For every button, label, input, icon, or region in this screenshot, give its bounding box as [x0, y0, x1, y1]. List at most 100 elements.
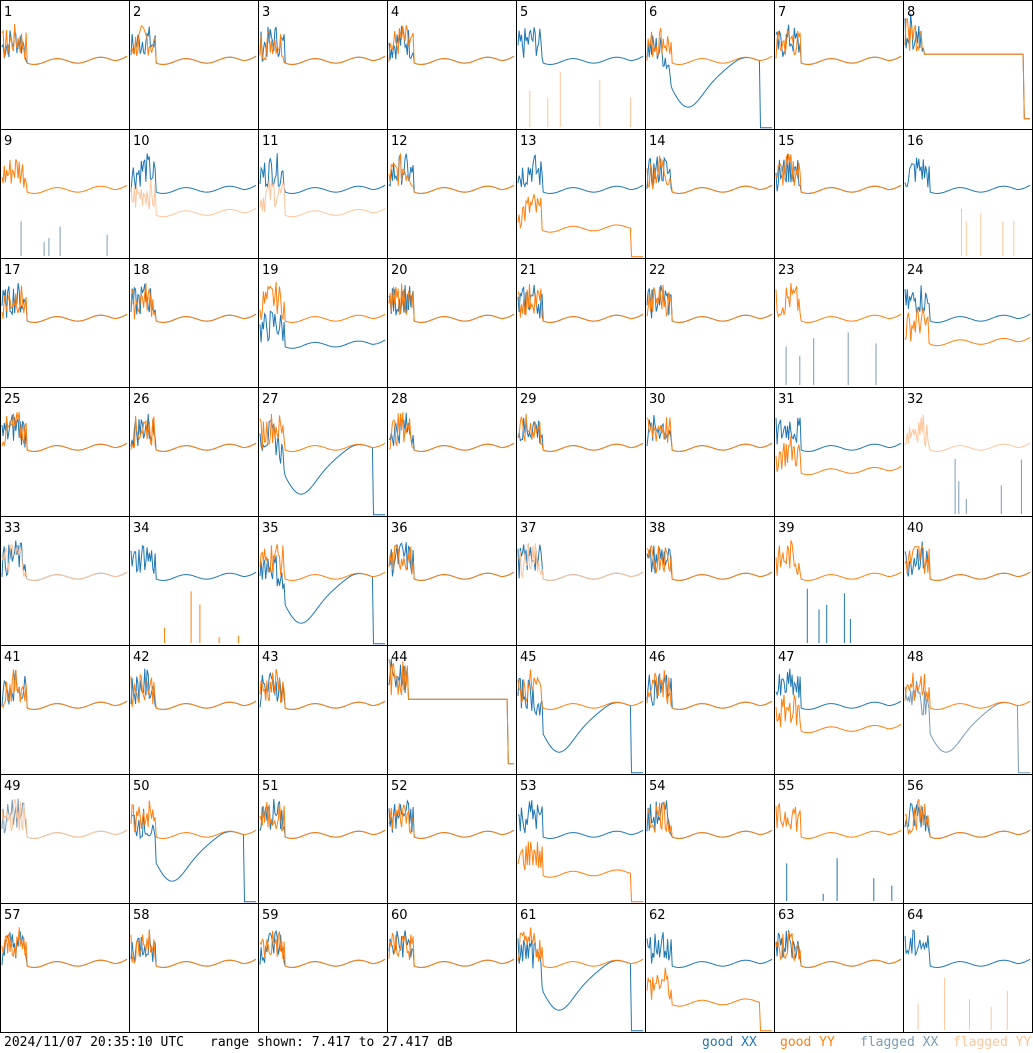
panel-label: 28 — [391, 392, 408, 407]
series-yy — [775, 283, 902, 324]
panel: 58 — [129, 903, 259, 1033]
panel-frame — [129, 774, 259, 904]
panel: 13 — [516, 129, 646, 259]
panel: 43 — [258, 645, 388, 775]
series-yy — [259, 29, 386, 66]
panel: 10 — [129, 129, 259, 259]
series-yy — [259, 544, 386, 582]
panel-frame — [129, 903, 259, 1033]
panel: 51 — [258, 774, 388, 904]
panel-label: 43 — [262, 650, 279, 665]
series-yy — [1, 927, 128, 969]
series-yy — [904, 414, 1031, 453]
panel-label: 47 — [778, 650, 795, 665]
series-yy — [904, 544, 1031, 582]
panel: 52 — [387, 774, 517, 904]
series-yy — [1, 23, 128, 66]
panel-label: 13 — [520, 134, 537, 149]
panel-label: 33 — [4, 521, 21, 536]
series-xx — [904, 157, 1031, 195]
series-yy — [130, 25, 257, 66]
panel-label: 2 — [133, 5, 141, 20]
panel: 40 — [903, 516, 1033, 646]
series-yy — [130, 283, 257, 324]
panel-frame — [387, 903, 517, 1033]
panel: 62 — [645, 903, 775, 1033]
series-yy — [259, 179, 386, 218]
panel: 3 — [258, 0, 388, 130]
legend-flagged-yy: flagged YY — [953, 1035, 1032, 1050]
panel: 30 — [645, 387, 775, 517]
panel-label: 35 — [262, 521, 279, 536]
panel: 44 — [387, 645, 517, 775]
panel: 18 — [129, 258, 259, 388]
panel-label: 27 — [262, 392, 279, 407]
panel-label: 16 — [907, 134, 924, 149]
panel-label: 54 — [649, 779, 666, 794]
series-yy — [646, 670, 773, 711]
panel: 47 — [774, 645, 904, 775]
timestamp: 2024/11/07 20:35:10 UTC — [4, 1035, 185, 1050]
series-yy — [904, 307, 1031, 347]
series-xx — [517, 154, 644, 195]
series-yy — [259, 668, 386, 711]
panel-frame — [516, 903, 646, 1033]
panel-frame — [774, 387, 904, 517]
series-yy — [529, 72, 632, 127]
series-yy — [259, 802, 386, 840]
series-yy — [388, 283, 515, 324]
panel-label: 21 — [520, 263, 537, 278]
panel-frame — [645, 645, 775, 775]
panel: 20 — [387, 258, 517, 388]
panel: 1 — [0, 0, 130, 130]
panel: 46 — [645, 645, 775, 775]
panel-label: 14 — [649, 134, 666, 149]
series-yy — [646, 967, 772, 1032]
series-yy — [517, 284, 644, 324]
series-yy — [904, 672, 1031, 711]
series-xx — [646, 932, 773, 969]
panel-frame — [774, 903, 904, 1033]
panel-label: 32 — [907, 392, 924, 407]
panel-frame — [387, 387, 517, 517]
panel-frame — [645, 258, 775, 388]
panel-frame — [903, 0, 1033, 130]
panel: 31 — [774, 387, 904, 517]
panel-label: 30 — [649, 392, 666, 407]
panel-frame — [903, 387, 1033, 517]
panel-frame — [0, 129, 130, 259]
series-yy — [259, 930, 386, 969]
panel-frame — [516, 387, 646, 517]
panel-frame — [258, 645, 388, 775]
panel-label: 22 — [649, 263, 666, 278]
panel-label: 51 — [262, 779, 279, 794]
panel-label: 59 — [262, 908, 279, 923]
panel: 28 — [387, 387, 517, 517]
panel-label: 23 — [778, 263, 795, 278]
panel: 22 — [645, 258, 775, 388]
series-yy — [646, 544, 773, 582]
panel-label: 57 — [4, 908, 21, 923]
panel-label: 3 — [262, 5, 270, 20]
panel-label: 25 — [4, 392, 21, 407]
panel: 39 — [774, 516, 904, 646]
panel-frame — [258, 903, 388, 1033]
panel-label: 34 — [133, 521, 150, 536]
panel-frame — [645, 0, 775, 130]
panel: 24 — [903, 258, 1033, 388]
panel-frame — [903, 903, 1033, 1033]
panel-label: 58 — [133, 908, 150, 923]
panel: 55 — [774, 774, 904, 904]
panel: 38 — [645, 516, 775, 646]
series-yy — [388, 544, 515, 582]
panel-frame — [516, 0, 646, 130]
panel-frame — [774, 516, 904, 646]
series-xx — [785, 332, 877, 385]
panel-label: 48 — [907, 650, 924, 665]
panel-label: 56 — [907, 779, 924, 794]
panel-label: 39 — [778, 521, 795, 536]
panel: 33 — [0, 516, 130, 646]
series-xx — [130, 153, 257, 195]
panel-frame — [0, 516, 130, 646]
series-xx — [775, 417, 902, 453]
